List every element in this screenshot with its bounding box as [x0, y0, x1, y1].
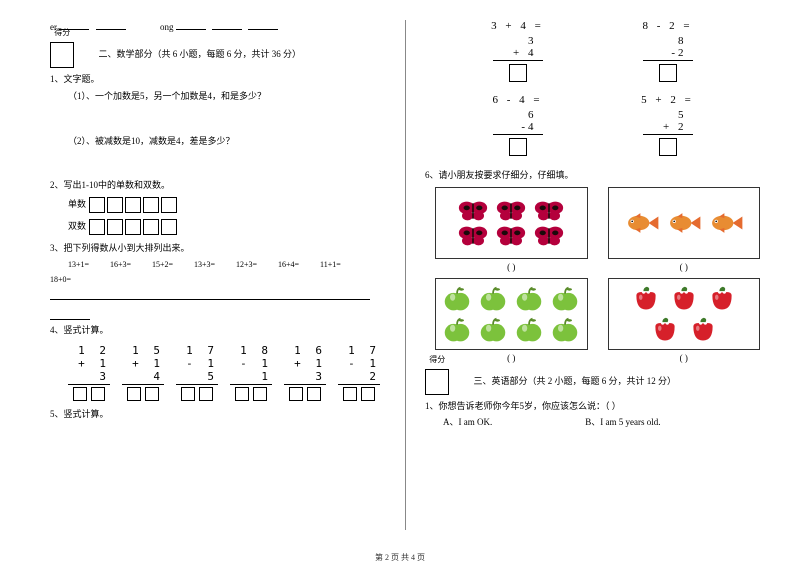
- even-label: 双数: [68, 221, 86, 231]
- page-footer: 第 2 页 共 4 页: [0, 552, 800, 563]
- pepper-icon: [706, 285, 738, 313]
- vmath-5: 1 6+ 1 3: [284, 344, 326, 401]
- score-box-2[interactable]: [425, 369, 449, 395]
- score-label: 得分: [54, 28, 70, 37]
- butterfly-icon: [457, 200, 489, 222]
- pepper-icon: [630, 285, 662, 313]
- arith-row: 13+1=16+3=15+2=13+3=12+3=16+4=11+1=: [68, 260, 395, 269]
- sort-line-1[interactable]: [50, 290, 370, 300]
- section3-header: 得分 三、英语部分（共 2 小题，每题 6 分，共计 12 分）: [425, 369, 760, 395]
- apple-icon: [478, 285, 508, 313]
- butterfly-icon: [495, 200, 527, 222]
- apple-icon: [514, 316, 544, 344]
- apple-icon: [550, 316, 580, 344]
- fish-icon: [624, 211, 660, 235]
- sort-line-2[interactable]: [50, 310, 90, 320]
- vmath-3: 1 7- 1 5: [176, 344, 218, 401]
- pepper-icon: [687, 316, 719, 344]
- odd-row: 单数: [68, 197, 395, 213]
- vmath-6: 1 7- 1 2: [338, 344, 380, 401]
- even-row: 双数: [68, 219, 395, 235]
- score-box[interactable]: [50, 42, 74, 68]
- vmath-set: 1 2+ 1 3 1 5+ 1 4 1 7- 1 5 1 8- 1 1 1 6+…: [68, 344, 395, 401]
- vmath-1: 1 2+ 1 3: [68, 344, 110, 401]
- fish-icon: [666, 211, 702, 235]
- caption-2[interactable]: ( ): [608, 262, 761, 272]
- apple-frame: [435, 278, 588, 350]
- apple-icon: [478, 316, 508, 344]
- vmath-4: 1 8- 1 1: [230, 344, 272, 401]
- arith-tail: 18+0=: [50, 275, 395, 284]
- right-column: 3 + 4 = 3+ 4 8 - 2 = 8-2 6 - 4 = 6-4 5 +…: [405, 20, 760, 550]
- pinyin-ong: ong: [160, 22, 174, 32]
- q6: 6、请小朋友按要求仔细分，仔细填。: [425, 168, 760, 181]
- caption-3[interactable]: ( ): [435, 353, 588, 363]
- q1: 1、文字题。: [50, 72, 395, 85]
- pepper-frame: [608, 278, 761, 350]
- butterfly-frame: [435, 187, 588, 259]
- q2: 2、写出1-10中的单数和双数。: [50, 178, 395, 191]
- caption-4[interactable]: ( ): [608, 353, 761, 363]
- q3: 3、把下列得数从小到大排列出来。: [50, 241, 395, 254]
- q4: 4、竖式计算。: [50, 323, 395, 336]
- rv-2: 8 - 2 = 8-2: [633, 20, 703, 82]
- caption-1[interactable]: ( ): [435, 262, 588, 272]
- rv-4: 5 + 2 = 5+ 2: [633, 94, 703, 156]
- q1-1: （1）、一个加数是5，另一个加数是4，和是多少？: [68, 89, 395, 102]
- apple-icon: [514, 285, 544, 313]
- section2-title: 二、数学部分（共 6 小题，每题 6 分，共计 36 分）: [99, 49, 302, 59]
- score-label-2: 得分: [429, 355, 445, 364]
- odd-label: 单数: [68, 199, 86, 209]
- fish-icon: [708, 211, 744, 235]
- q1-2: （2）、被减数是10，减数是4，差是多少？: [68, 134, 395, 147]
- pinyin-row: er ong: [50, 20, 395, 32]
- eq1-a: A、I am OK.: [443, 415, 583, 428]
- eq1-b: B、I am 5 years old.: [585, 417, 660, 427]
- fish-frame: [608, 187, 761, 259]
- q5: 5、竖式计算。: [50, 407, 395, 420]
- eq1: 1、你想告诉老师你今年5岁，你应该怎么说：（ ）: [425, 399, 760, 412]
- vmath-2: 1 5+ 1 4: [122, 344, 164, 401]
- pepper-icon: [668, 285, 700, 313]
- eq1-options: A、I am OK. B、I am 5 years old.: [443, 415, 760, 428]
- left-column: er ong 得分 二、数学部分（共 6 小题，每题 6 分，共计 36 分） …: [50, 20, 405, 550]
- rv-1: 3 + 4 = 3+ 4: [483, 20, 553, 82]
- butterfly-icon: [457, 225, 489, 247]
- pepper-icon: [649, 316, 681, 344]
- apple-icon: [442, 285, 472, 313]
- apple-icon: [442, 316, 472, 344]
- rv-3: 6 - 4 = 6-4: [483, 94, 553, 156]
- butterfly-icon: [533, 225, 565, 247]
- section3-title: 三、英语部分（共 2 小题，每题 6 分，共计 12 分）: [474, 376, 677, 386]
- section2-header: 得分 二、数学部分（共 6 小题，每题 6 分，共计 36 分）: [50, 42, 395, 68]
- butterfly-icon: [495, 225, 527, 247]
- column-divider: [405, 20, 406, 530]
- apple-icon: [550, 285, 580, 313]
- butterfly-icon: [533, 200, 565, 222]
